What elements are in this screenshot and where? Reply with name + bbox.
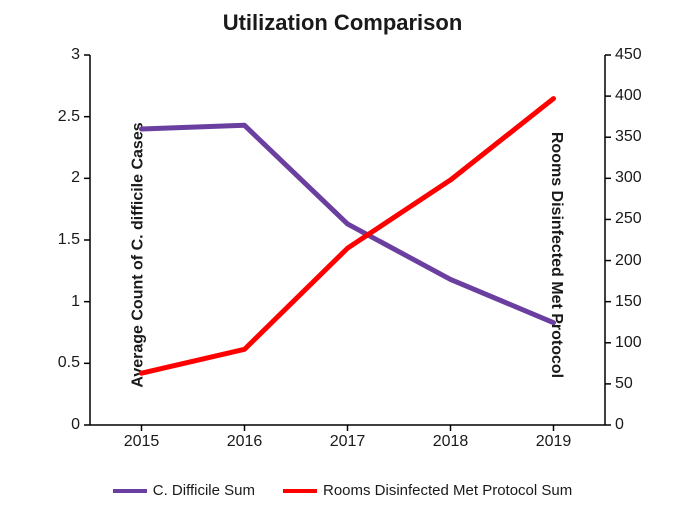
y-right-tick-label: 100 [615,334,642,352]
y-left-tick-label: 3 [71,46,80,64]
legend-label: C. Difficile Sum [153,482,255,499]
legend-swatch [283,489,317,493]
plot-svg [90,55,605,425]
chart-title: Utilization Comparison [0,10,685,36]
plot-area [90,55,605,425]
x-tick-label: 2017 [330,433,366,451]
y-right-tick-label: 150 [615,293,642,311]
y-right-tick-label: 400 [615,87,642,105]
y-left-tick-label: 1 [71,293,80,311]
x-tick-label: 2015 [124,433,160,451]
y-right-tick-label: 50 [615,375,633,393]
chart-container: Utilization Comparison Average Count of … [0,0,685,509]
legend: C. Difficile Sum Rooms Disinfected Met Pr… [0,482,685,499]
y-left-tick-label: 0 [71,416,80,434]
y-left-tick-label: 2.5 [58,108,80,126]
x-tick-label: 2016 [227,433,263,451]
legend-item: C. Difficile Sum [113,482,255,499]
x-tick-label: 2019 [536,433,572,451]
y-right-tick-label: 0 [615,416,624,434]
y-left-tick-label: 0.5 [58,354,80,372]
legend-label: Rooms Disinfected Met Protocol Sum [323,482,572,499]
y-left-tick-label: 2 [71,169,80,187]
y-right-tick-label: 200 [615,252,642,270]
x-tick-label: 2018 [433,433,469,451]
legend-item: Rooms Disinfected Met Protocol Sum [283,482,572,499]
y-right-tick-label: 450 [615,46,642,64]
y-right-tick-label: 300 [615,169,642,187]
series-line [142,99,554,374]
legend-swatch [113,489,147,493]
y-right-tick-label: 250 [615,210,642,228]
y-right-tick-label: 350 [615,128,642,146]
y-left-tick-label: 1.5 [58,231,80,249]
series-line [142,125,554,322]
